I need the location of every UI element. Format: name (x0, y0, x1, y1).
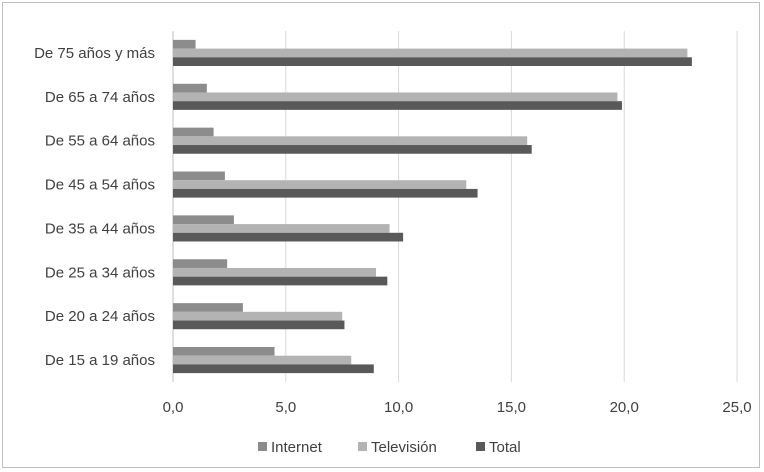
legend-label: Televisión (371, 439, 437, 456)
category-label: De 45 a 54 años (45, 177, 155, 194)
legend: Internet Televisión Total (258, 439, 521, 456)
bar-televisi-n (173, 311, 343, 321)
category-label: De 35 a 44 años (45, 220, 155, 237)
bar-internet (173, 303, 243, 312)
bar-total (173, 364, 374, 374)
x-tick-label: 10,0 (384, 399, 413, 416)
bar-televisi-n (173, 92, 618, 102)
category-label: De 15 a 19 años (45, 352, 155, 369)
legend-swatch (258, 442, 267, 451)
x-tick-label: 5,0 (275, 399, 296, 416)
bar-internet (173, 347, 275, 356)
x-tick-label: 15,0 (497, 399, 526, 416)
category-labels: De 75 años y más De 65 a 74 años De 55 a 6… (34, 45, 155, 369)
category-label: De 75 años y más (34, 45, 155, 62)
bar-total (173, 320, 345, 330)
bar-televisi-n (173, 355, 352, 365)
bar-televisi-n (173, 48, 688, 58)
bar-internet (173, 83, 207, 93)
bar-total (173, 276, 388, 286)
bar-internet (173, 215, 234, 225)
bar-televisi-n (173, 224, 390, 233)
bar-televisi-n (173, 267, 377, 277)
x-tick-label: 20,0 (610, 399, 639, 416)
bar-total (173, 101, 622, 110)
x-tick-label: 25,0 (722, 399, 751, 416)
x-tick-label: 0,0 (163, 399, 184, 416)
bar-internet (173, 171, 225, 181)
bar-total (173, 232, 404, 242)
bar-internet (173, 259, 228, 268)
bar-total (173, 188, 478, 198)
bar-televisi-n (173, 136, 528, 146)
bar-total (173, 145, 532, 154)
bars (173, 39, 692, 374)
x-axis-tick-labels: 0,0 5,0 10,0 15,0 20,0 25,0 (163, 399, 752, 416)
gridlines (172, 31, 738, 382)
bar-televisi-n (173, 180, 467, 189)
legend-label: Total (489, 439, 521, 456)
bar-internet (173, 39, 196, 49)
bar-internet (173, 127, 214, 137)
legend-swatch (358, 442, 367, 451)
category-label: De 65 a 74 años (45, 89, 155, 106)
category-label: De 55 a 64 años (45, 133, 155, 150)
bar-total (173, 57, 692, 66)
category-label: De 25 a 34 años (45, 264, 155, 281)
legend-swatch (476, 442, 485, 451)
legend-label: Internet (271, 439, 323, 456)
category-label: De 20 a 24 años (45, 308, 155, 325)
